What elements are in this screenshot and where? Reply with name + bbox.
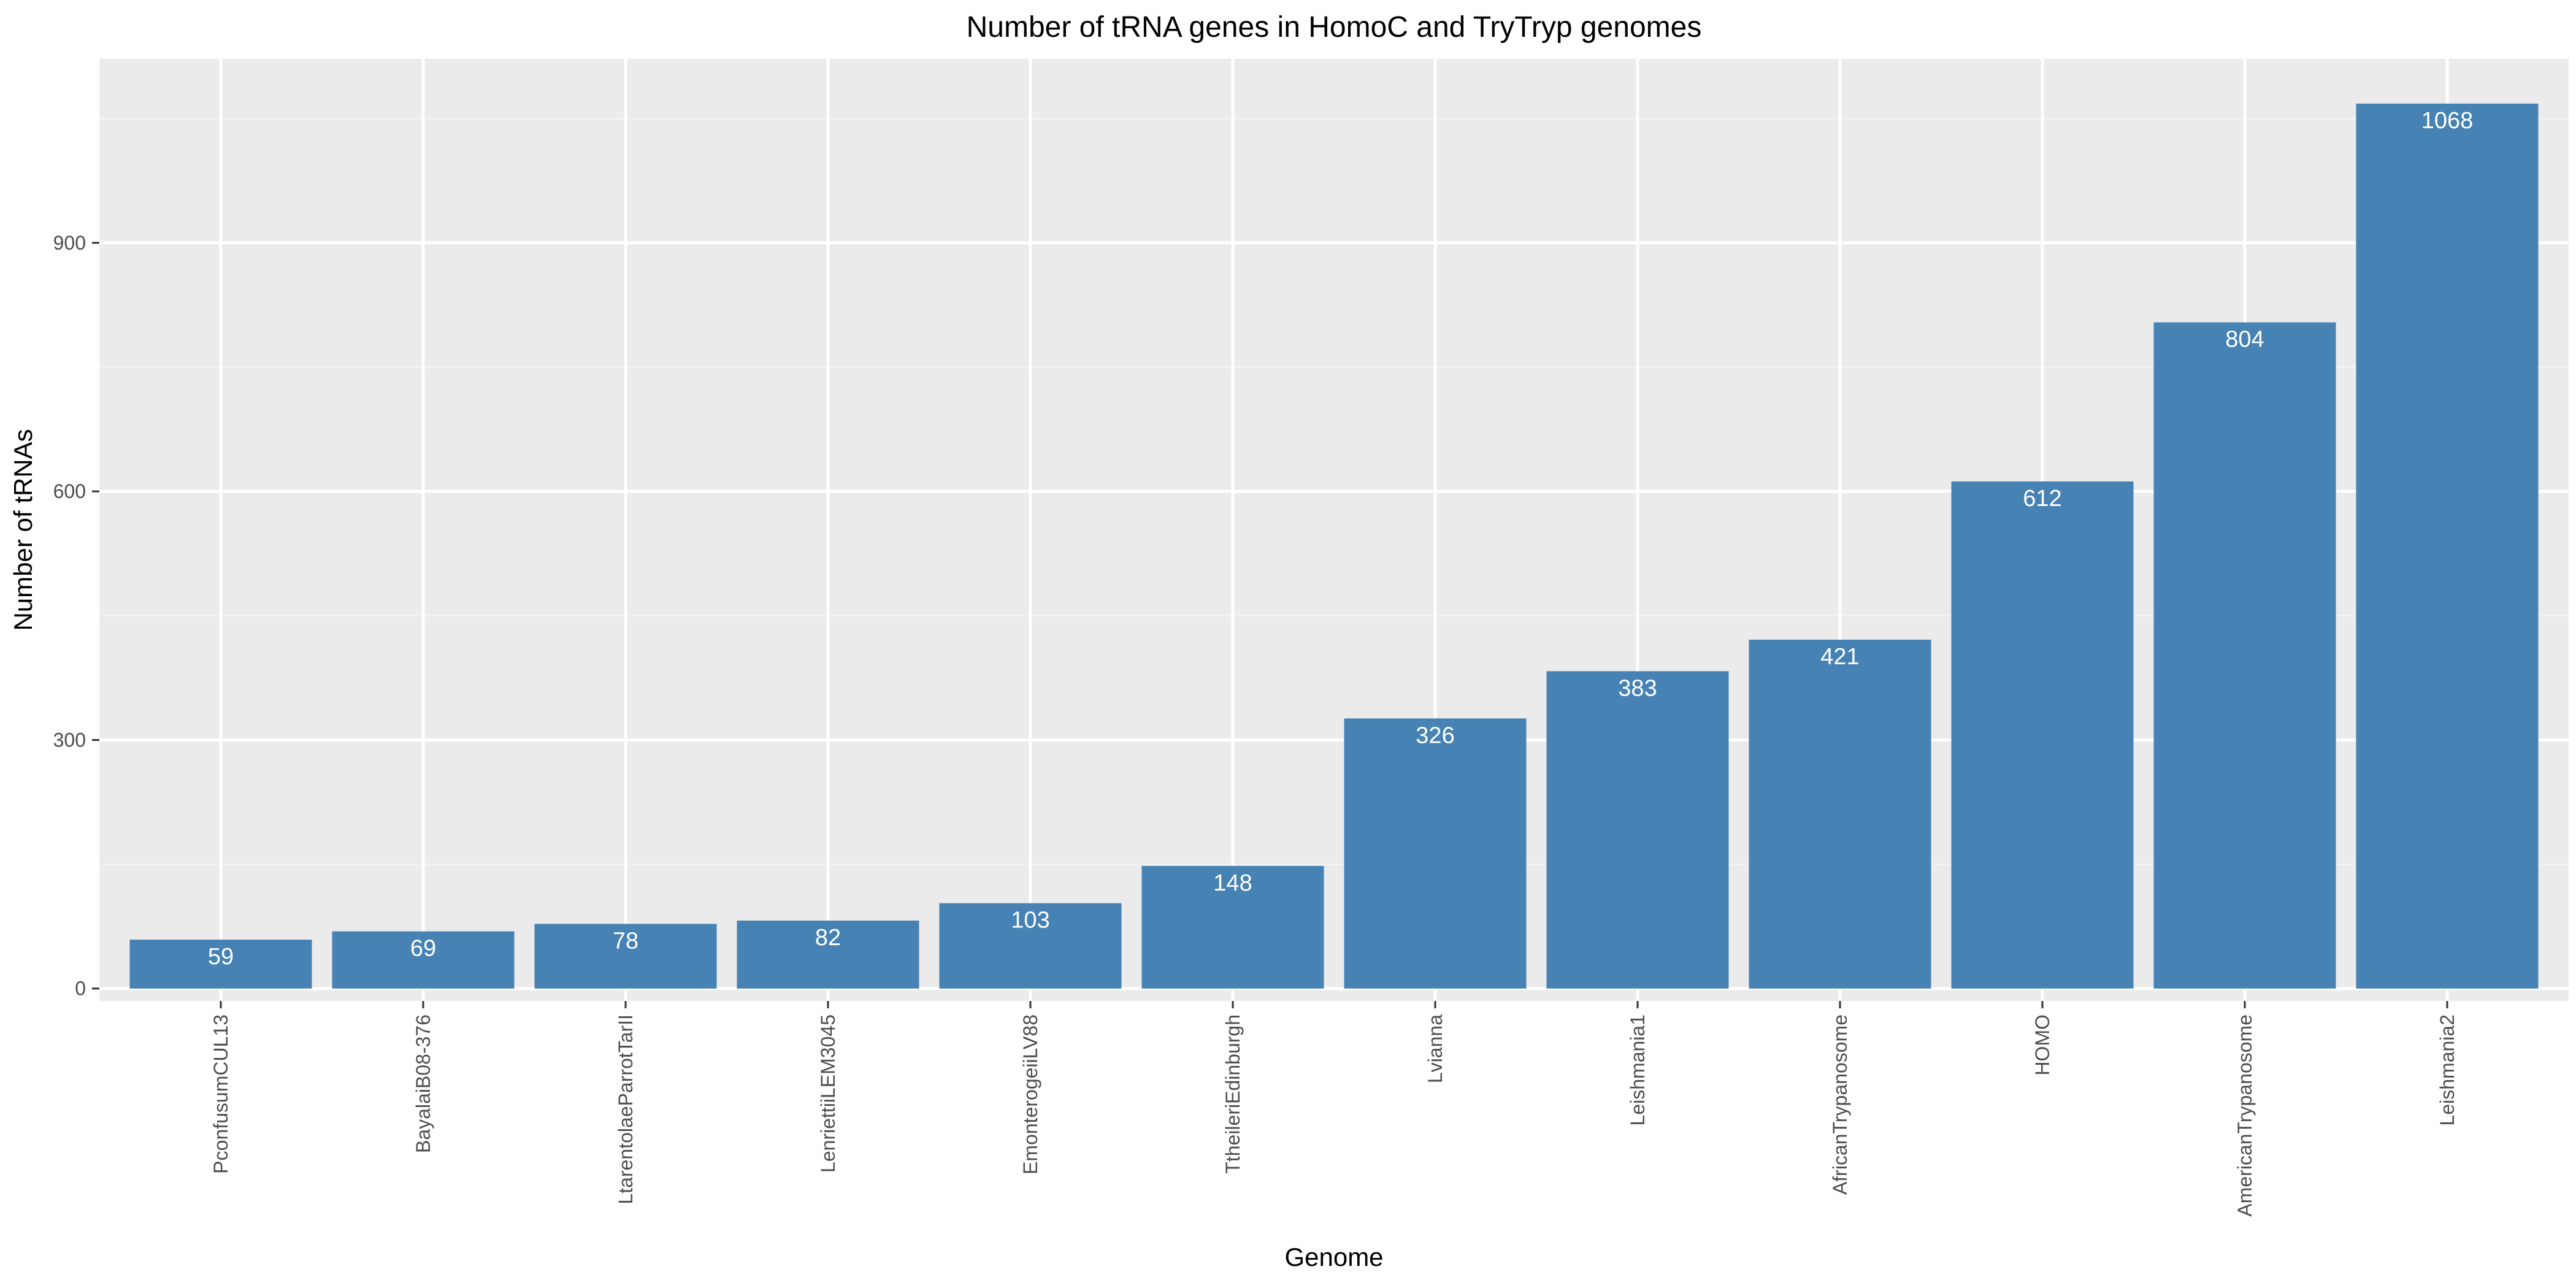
y-tick-label: 300 — [53, 729, 86, 751]
x-tick-label: Lvianna — [1424, 1014, 1446, 1083]
x-tick-label: AfricanTrypanosome — [1829, 1014, 1851, 1195]
bar-value-label: 148 — [1213, 870, 1252, 896]
bar-value-label: 326 — [1416, 723, 1454, 748]
bar — [1749, 640, 1931, 989]
x-tick-label: HOMO — [2031, 1014, 2053, 1076]
bar-value-label: 383 — [1618, 675, 1657, 701]
bar-value-label: 69 — [410, 936, 436, 962]
bar-value-label: 82 — [815, 925, 841, 951]
chart-title: Number of tRNA genes in HomoC and TryTry… — [967, 11, 1702, 44]
x-tick-label: AmericanTrypanosome — [2234, 1014, 2256, 1217]
bar — [2154, 323, 2336, 989]
bar-value-label: 103 — [1011, 908, 1049, 933]
bar-value-label: 78 — [613, 928, 638, 954]
bar-value-label: 1068 — [2421, 108, 2474, 134]
x-tick-label: TtheileriEdinburgh — [1222, 1014, 1244, 1174]
y-tick-label: 900 — [53, 232, 86, 254]
x-axis-title: Genome — [1284, 1243, 1383, 1271]
bar — [1952, 481, 2134, 989]
bar — [2356, 104, 2539, 989]
bar-value-label: 59 — [208, 944, 234, 970]
y-axis-title: Number of tRNAs — [9, 429, 37, 631]
x-tick-label: Leishmania2 — [2436, 1014, 2458, 1125]
bar-value-label: 421 — [1820, 644, 1859, 670]
bar — [1547, 671, 1729, 988]
x-tick-label: EmonterogeiiLV88 — [1019, 1014, 1041, 1175]
x-tick-label: PconfusumCUL13 — [210, 1014, 232, 1174]
x-tick-label: LtarentolaeParrotTarII — [615, 1014, 637, 1205]
y-tick-label: 0 — [75, 978, 86, 1000]
x-tick-label: BayalaiB08-376 — [412, 1014, 434, 1153]
x-tick-label: Leishmania1 — [1627, 1014, 1649, 1125]
y-tick-label: 600 — [53, 480, 86, 502]
x-axis: PconfusumCUL13 BayalaiB08-376 LtarentolaeP… — [210, 1001, 2458, 1217]
bar-value-label: 612 — [2023, 486, 2061, 512]
x-tick-label: LenriettiiLEM3045 — [817, 1014, 839, 1173]
y-axis: 0 300 600 900 — [53, 232, 99, 1000]
bar-value-label: 804 — [2225, 327, 2264, 353]
bar — [1344, 718, 1527, 988]
